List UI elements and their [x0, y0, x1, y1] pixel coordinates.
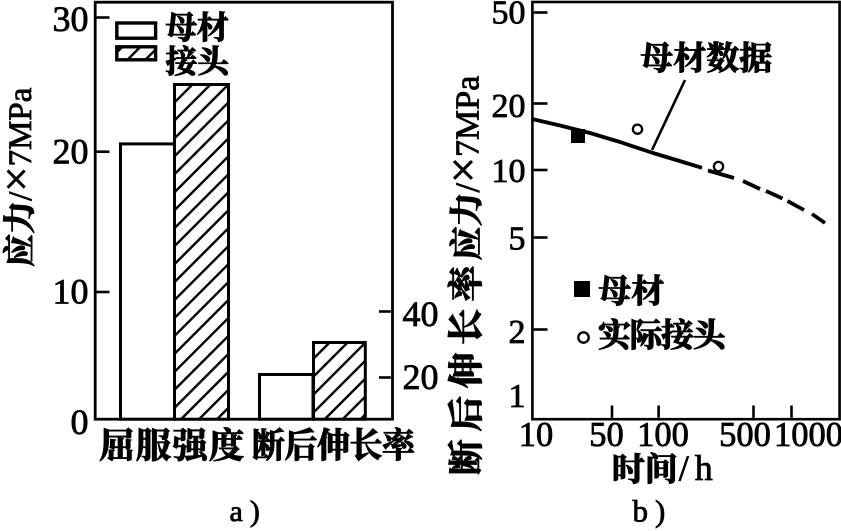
- svg-text:5: 5: [509, 221, 526, 258]
- svg-text:2: 2: [509, 314, 526, 351]
- svg-text:b): b): [633, 494, 673, 529]
- svg-text:10: 10: [519, 416, 554, 454]
- svg-text:30: 30: [53, 0, 89, 39]
- svg-text:20: 20: [403, 357, 439, 397]
- svg-text:10: 10: [53, 271, 89, 311]
- svg-text:0: 0: [71, 402, 89, 442]
- svg-text:1: 1: [509, 378, 526, 415]
- svg-text:40: 40: [403, 294, 439, 334]
- svg-text:/×7MPa: /×7MPa: [0, 87, 41, 201]
- svg-text:10: 10: [492, 153, 526, 190]
- svg-text:100: 100: [637, 416, 689, 454]
- svg-text:a): a): [230, 495, 267, 528]
- svg-text:500: 500: [719, 416, 771, 454]
- svg-text:20: 20: [492, 88, 526, 125]
- svg-text:20: 20: [53, 132, 89, 172]
- svg-text:1000: 1000: [774, 416, 841, 454]
- svg-text:50: 50: [589, 416, 624, 454]
- svg-text:/h: /h: [679, 448, 719, 488]
- svg-text:50: 50: [492, 0, 526, 31]
